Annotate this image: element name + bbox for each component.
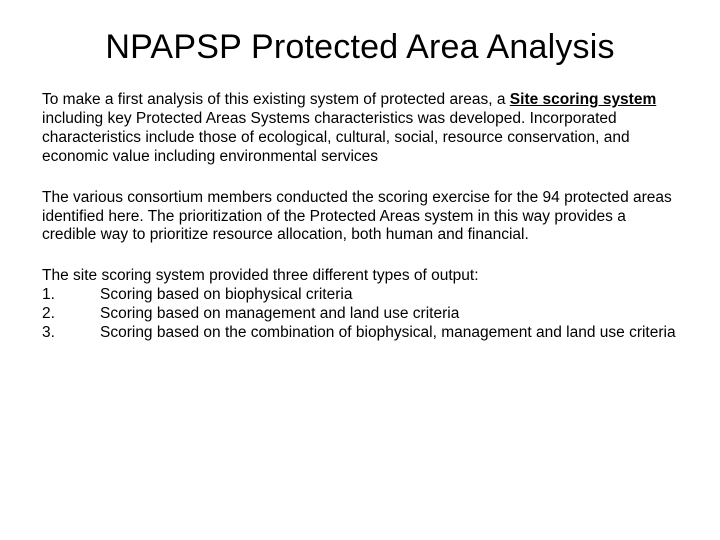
para1-emphasis: Site scoring system (510, 91, 656, 108)
list-item: 2. Scoring based on management and land … (42, 305, 678, 324)
outputs-list: 1. Scoring based on biophysical criteria… (42, 286, 678, 343)
para1-pre: To make a first analysis of this existin… (42, 91, 510, 108)
list-item-number: 3. (42, 324, 100, 343)
paragraph-1: To make a first analysis of this existin… (42, 91, 678, 167)
list-item-number: 1. (42, 286, 100, 305)
paragraph-2: The various consortium members conducted… (42, 189, 678, 246)
list-item-text: Scoring based on the combination of biop… (100, 324, 678, 343)
list-item: 1. Scoring based on biophysical criteria (42, 286, 678, 305)
slide-title: NPAPSP Protected Area Analysis (42, 28, 678, 67)
list-item: 3. Scoring based on the combination of b… (42, 324, 678, 343)
para1-post: including key Protected Areas Systems ch… (42, 110, 630, 165)
slide: NPAPSP Protected Area Analysis To make a… (0, 0, 720, 540)
list-item-text: Scoring based on management and land use… (100, 305, 678, 324)
list-item-number: 2. (42, 305, 100, 324)
list-item-text: Scoring based on biophysical criteria (100, 286, 678, 305)
outputs-intro: The site scoring system provided three d… (42, 267, 678, 286)
